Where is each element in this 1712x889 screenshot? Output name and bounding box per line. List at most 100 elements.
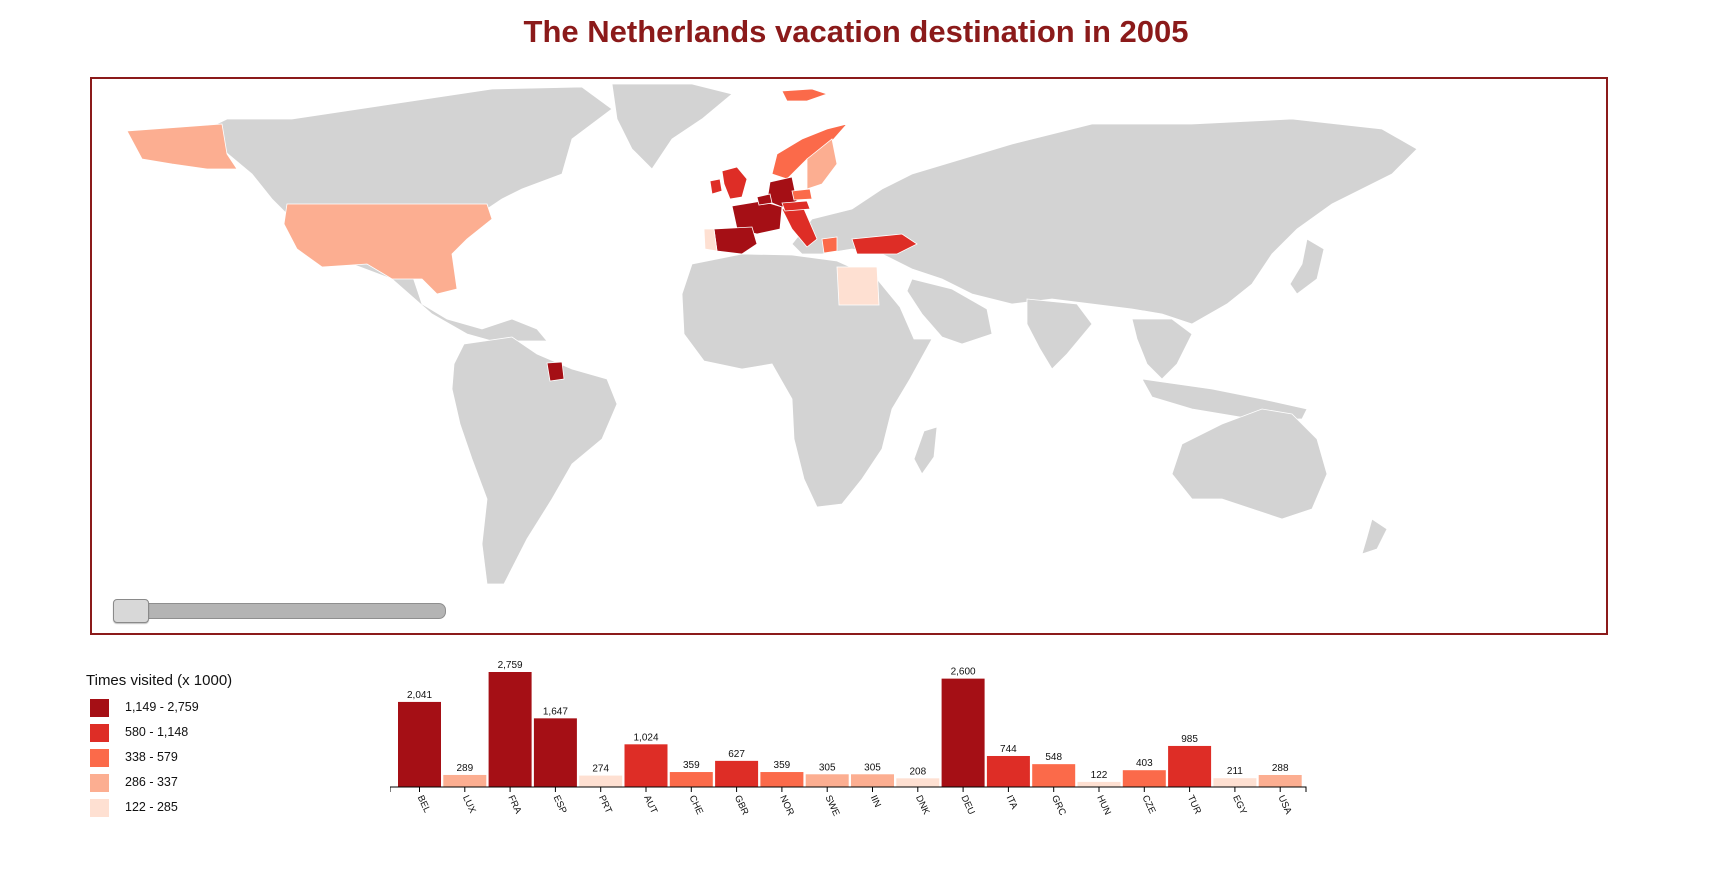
bar-lux[interactable]: [443, 774, 487, 787]
map-region-south-america-land[interactable]: [451, 336, 618, 585]
map-region-united-kingdom[interactable]: [721, 166, 748, 200]
bar-iin[interactable]: [851, 774, 894, 787]
bar-value-label: 627: [728, 749, 745, 760]
map-region-czech-republic[interactable]: [791, 188, 813, 201]
bar-grc[interactable]: [1032, 764, 1076, 787]
map-region-portugal[interactable]: [703, 228, 718, 252]
bar-value-label: 211: [1227, 766, 1243, 777]
bar-hun[interactable]: [1077, 781, 1121, 787]
bar-value-label: 274: [592, 764, 609, 775]
map-region-belgium[interactable]: [756, 193, 773, 206]
legend-label: 122 - 285: [125, 800, 178, 814]
map-region-greece[interactable]: [821, 236, 838, 254]
bar-ita[interactable]: [986, 755, 1030, 787]
bar-value-label: 289: [456, 763, 473, 774]
map-legend: Times visited (x 1000) 1,149 - 2,759 580…: [86, 672, 346, 824]
bar-value-label: 2,759: [498, 660, 523, 671]
map-region-egypt[interactable]: [836, 266, 880, 306]
map-region-india[interactable]: [1026, 298, 1093, 370]
bar-value-label: 2,041: [407, 690, 432, 701]
map-region-new-zealand[interactable]: [1361, 518, 1388, 555]
legend-swatch: [90, 799, 109, 817]
legend-label: 338 - 579: [125, 750, 178, 764]
map-region-svalbard[interactable]: [781, 88, 829, 102]
legend-swatch: [90, 724, 109, 742]
map-region-austria[interactable]: [781, 200, 811, 212]
map-region-japan[interactable]: [1289, 238, 1325, 295]
x-axis-tick-label: GRC: [1049, 794, 1068, 818]
map-region-sweden[interactable]: [806, 138, 838, 190]
x-axis-tick-label: LUX: [460, 794, 478, 816]
x-axis-tick-label: EGY: [1230, 794, 1249, 817]
x-axis-tick-label: SWE: [822, 794, 841, 818]
map-region-indonesia[interactable]: [1141, 378, 1308, 420]
legend-swatch: [90, 774, 109, 792]
year-slider-handle[interactable]: [113, 599, 149, 623]
map-region-southeast-asia[interactable]: [1131, 318, 1193, 380]
map-region-australia[interactable]: [1171, 408, 1328, 520]
bar-value-label: 985: [1181, 734, 1198, 745]
year-slider-track[interactable]: [113, 599, 446, 623]
bar-value-label: 359: [774, 760, 791, 771]
bar-value-label: 208: [909, 766, 926, 777]
legend-swatch: [90, 749, 109, 767]
map-region-alaska[interactable]: [126, 123, 238, 170]
bar-bel[interactable]: [398, 701, 441, 787]
x-axis-tick-label: ITA: [1004, 794, 1020, 812]
legend-item: 580 - 1,148: [86, 724, 346, 749]
bar-usa[interactable]: [1258, 774, 1302, 787]
map-region-eurasia-land[interactable]: [791, 118, 1418, 325]
map-region-greenland[interactable]: [611, 83, 733, 170]
x-axis-tick-label: TUR: [1185, 794, 1203, 816]
x-axis-tick-label: DEU: [958, 794, 977, 817]
map-region-ireland[interactable]: [709, 178, 723, 195]
bar-cze[interactable]: [1122, 770, 1166, 787]
legend-label: 580 - 1,148: [125, 725, 189, 739]
bar-chart: 2,041 BEL 289 LUX 2,759 FRA 1,647 ESP 274 PRT 1,02…: [390, 660, 1307, 818]
world-map-svg[interactable]: [92, 79, 1605, 632]
bar-value-label: 305: [819, 762, 836, 773]
x-axis-tick-label: HUN: [1094, 794, 1113, 817]
legend-item: 286 - 337: [86, 774, 346, 799]
x-axis-tick-label: AUT: [641, 794, 659, 816]
legend-label: 286 - 337: [125, 775, 178, 789]
x-axis-tick-label: IIN: [868, 794, 883, 810]
map-region-africa-land[interactable]: [681, 253, 933, 508]
map-region-spain[interactable]: [713, 226, 758, 255]
bar-gbr[interactable]: [715, 760, 759, 787]
bar-prt[interactable]: [579, 775, 623, 787]
legend-item: 338 - 579: [86, 749, 346, 774]
bar-value-label: 2,600: [951, 667, 976, 678]
x-axis-tick-label: CZE: [1140, 794, 1158, 816]
bar-egy[interactable]: [1213, 778, 1257, 787]
bar-che[interactable]: [669, 772, 713, 787]
bar-tur[interactable]: [1168, 745, 1212, 787]
bar-aut[interactable]: [624, 744, 668, 787]
bar-value-label: 548: [1045, 752, 1062, 763]
bar-value-label: 122: [1091, 770, 1108, 781]
bar-esp[interactable]: [533, 718, 577, 787]
bar-nor[interactable]: [760, 772, 804, 787]
bar-deu[interactable]: [941, 678, 985, 787]
map-region-madagascar[interactable]: [913, 426, 938, 475]
map-region-suriname[interactable]: [546, 361, 565, 382]
legend-item: 122 - 285: [86, 799, 346, 824]
x-axis-tick-label: NOR: [777, 794, 796, 818]
bar-fra[interactable]: [488, 672, 532, 787]
x-axis-tick-label: PRT: [596, 794, 614, 816]
legend-swatch: [90, 699, 109, 717]
bar-value-label: 1,024: [633, 732, 658, 743]
world-map[interactable]: [90, 77, 1608, 635]
bar-swe[interactable]: [805, 774, 849, 787]
x-axis-tick-label: FRA: [505, 794, 523, 816]
page-title: The Netherlands vacation destination in …: [523, 14, 1189, 49]
bar-value-label: 403: [1136, 758, 1153, 769]
bar-value-label: 305: [864, 762, 881, 773]
map-region-turkey[interactable]: [851, 233, 918, 255]
bar-dnk[interactable]: [896, 778, 940, 787]
map-region-usa[interactable]: [283, 203, 493, 295]
bar-value-label: 288: [1272, 763, 1289, 774]
map-region-arabian-peninsula[interactable]: [906, 278, 993, 345]
x-axis-tick-label: BEL: [415, 794, 433, 815]
x-axis-tick-label: DNK: [913, 794, 932, 817]
